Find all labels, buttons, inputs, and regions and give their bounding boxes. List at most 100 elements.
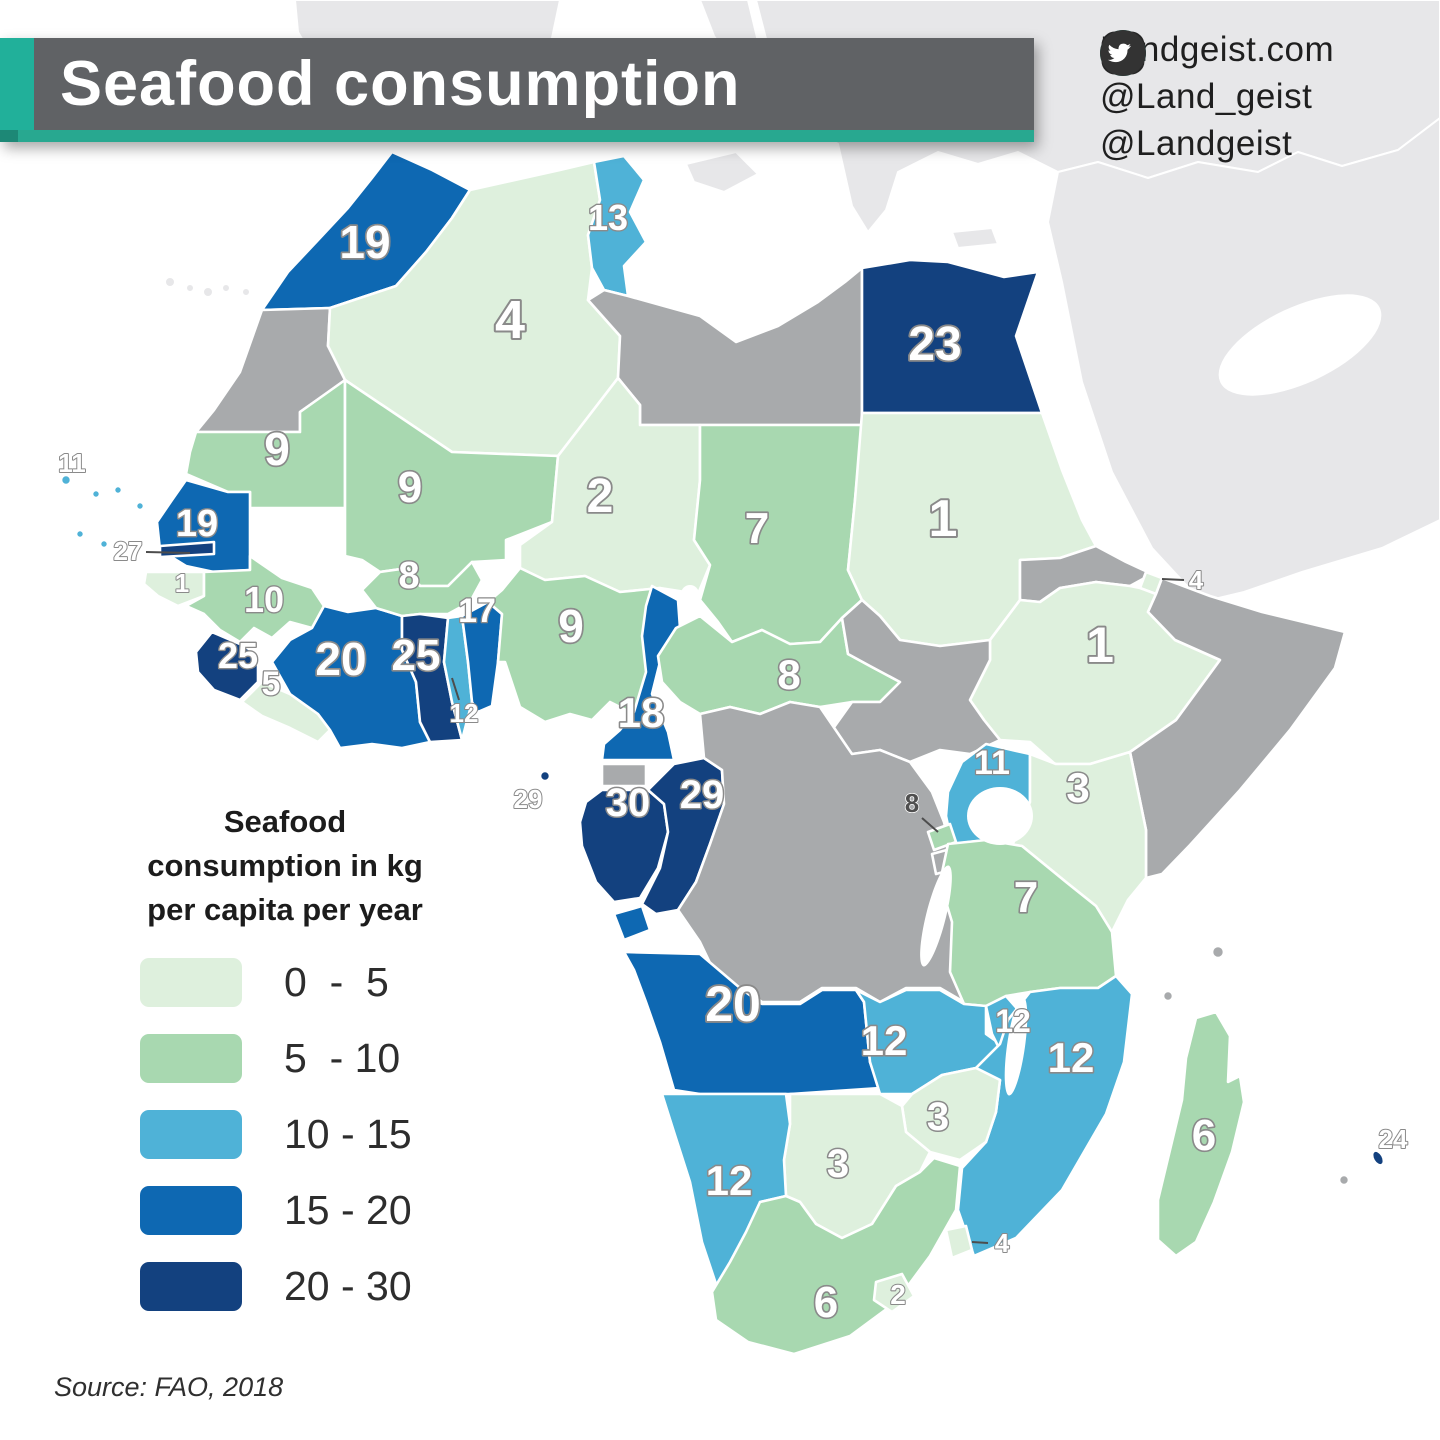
lake-victoria (967, 787, 1033, 845)
legend-label-15-20: 15 - 20 (284, 1187, 412, 1234)
value-label-sudan: 1 (929, 490, 958, 548)
value-label-nigeria: 9 (558, 600, 584, 652)
instagram-link[interactable]: @Land_geist (1100, 31, 1334, 117)
country-south-sudan (830, 598, 1002, 764)
twitter-handle: @Landgeist (1100, 124, 1293, 163)
value-label-madagascar: 6 (1192, 1111, 1216, 1160)
title-bar-background: Seafood consumption (34, 38, 1034, 130)
twitter-icon (1100, 30, 1146, 76)
value-label-zambia: 12 (861, 1017, 908, 1064)
legend-row: 5 - 10 (110, 1034, 460, 1084)
country-sierra-leone (194, 630, 260, 702)
legend-swatch-0-5 (140, 958, 242, 1008)
value-label-mozambique: 12 (1048, 1034, 1095, 1081)
twitter-link[interactable]: @Landgeist (1100, 30, 1334, 164)
bg-canary-3 (202, 286, 214, 298)
bg-canary-5 (241, 287, 251, 297)
lake-tanganyika (920, 865, 952, 967)
legend-label-5-10: 5 - 10 (284, 1035, 401, 1082)
country-comoros-1 (1210, 944, 1226, 960)
value-label-gabon: 30 (606, 781, 651, 825)
value-label-tunisia: 13 (588, 197, 628, 238)
value-label-guinea-bissau: 1 (175, 568, 189, 598)
bg-crete (951, 227, 999, 249)
value-label-djibouti: 4 (1189, 565, 1204, 595)
legend: Seafood consumption in kg per capita per y… (110, 800, 460, 1338)
value-label-sierra-leone: 25 (218, 635, 258, 676)
value-label-ethiopia: 1 (1086, 617, 1114, 673)
value-label-kenya: 3 (1066, 764, 1089, 811)
value-label-lesotho: 2 (890, 1279, 906, 1310)
value-label-botswana: 3 (827, 1142, 849, 1186)
value-label-togo: 12 (450, 698, 479, 728)
country-reunion (1337, 1173, 1351, 1187)
value-label-malawi: 12 (995, 1003, 1031, 1039)
value-label-liberia: 5 (262, 665, 281, 703)
value-label-algeria: 4 (495, 290, 525, 350)
countries (59, 150, 1386, 1356)
page-title: Seafood consumption (60, 49, 741, 119)
country-south-africa (710, 1156, 962, 1356)
legend-title: Seafood consumption in kg per capita per y… (147, 804, 423, 928)
value-label-car: 8 (777, 651, 800, 698)
country-cape-verde-5 (74, 528, 86, 540)
value-label-guinea: 10 (244, 579, 284, 620)
value-label-tanzania: 7 (1014, 873, 1038, 922)
legend-swatch-5-10 (140, 1034, 242, 1084)
country-guinea (184, 554, 326, 644)
legend-label-20-30: 20 - 30 (284, 1263, 412, 1310)
leader-line-gambia (145, 551, 191, 554)
value-label-rwanda: 8 (905, 788, 919, 818)
value-label-uganda: 11 (974, 744, 1010, 782)
country-comoros-2 (1161, 989, 1175, 1003)
value-label-niger: 2 (587, 470, 614, 523)
leader-line-rwanda (921, 817, 939, 833)
country-cape-verde-1 (59, 473, 73, 487)
title-accent-block (0, 38, 34, 130)
title-bar: Seafood consumption (0, 38, 1034, 142)
country-cape-verde-6 (98, 538, 110, 550)
country-cape-verde-2 (90, 488, 102, 500)
value-label-burkina-faso: 8 (398, 555, 419, 597)
country-sao-tome (538, 769, 552, 783)
value-label-egypt: 23 (908, 318, 961, 371)
country-tunisia (586, 154, 648, 298)
instagram-handle: @Land_geist (1100, 77, 1313, 116)
legend-row: 10 - 15 (110, 1110, 460, 1160)
bg-canary-1 (164, 276, 176, 288)
lake-chad (681, 585, 699, 603)
persian-gulf (1218, 294, 1382, 396)
legend-swatch-20-30 (140, 1262, 242, 1312)
value-label-angola: 20 (705, 976, 761, 1032)
lakes (681, 585, 1033, 1096)
branding: Landgeist.com @Land_geist @Landgeist (1100, 30, 1334, 164)
legend-row: 20 - 30 (110, 1262, 460, 1312)
country-eswatini (944, 1224, 974, 1260)
legend-label-0-5: 0 - 5 (284, 959, 389, 1006)
country-eq-guinea (600, 762, 648, 788)
value-label-gambia: 27 (114, 536, 143, 566)
country-burkina-faso (360, 560, 484, 618)
value-label-ghana: 25 (392, 631, 441, 680)
value-label-south-africa: 6 (814, 1278, 838, 1327)
country-madagascar (1156, 1010, 1246, 1258)
value-label-mauritius: 24 (1379, 1124, 1408, 1154)
leader-lines (145, 551, 1185, 1244)
value-label-benin: 17 (458, 592, 496, 630)
value-label-cameroon: 18 (618, 689, 665, 736)
value-label-namibia: 12 (706, 1157, 753, 1204)
legend-swatch-10-15 (140, 1110, 242, 1160)
country-chad (692, 423, 864, 646)
value-label-mali: 9 (398, 463, 422, 512)
bg-canary-4 (221, 283, 231, 293)
bg-sicily (685, 151, 759, 193)
value-label-cote-divoire: 20 (315, 633, 366, 685)
country-cape-verde-4 (134, 500, 146, 512)
country-cabinda (612, 904, 652, 942)
value-label-senegal: 19 (176, 503, 218, 545)
country-somalia (1128, 576, 1347, 880)
bg-canary-2 (185, 283, 195, 293)
